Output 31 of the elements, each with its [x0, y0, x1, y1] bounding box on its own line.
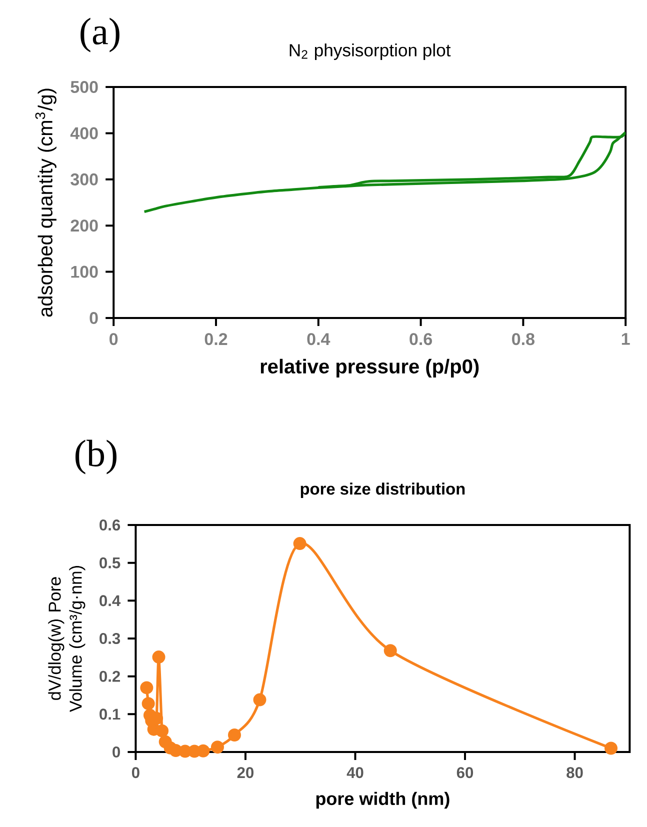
y-tick-label: 0.5	[100, 557, 120, 568]
y-tick-label: 0.2	[100, 670, 120, 682]
x-tick-label: 20	[237, 767, 254, 778]
y-tick-label: 200	[70, 220, 98, 232]
chart-title: N$_{2}$ physisorption plot	[290, 44, 451, 60]
x-axis-title: relative pressure (p/p0)	[260, 358, 479, 378]
y-axis-title: dV/dlog(w) Pore Volume (cm³/g·nm)	[48, 566, 86, 712]
x-axis-title: pore width (nm)	[316, 792, 450, 809]
x-tick-label: 0.4	[307, 333, 330, 346]
text: (a)	[80, 18, 120, 52]
y-axis-title: adsorbed quantity (cm$^{3}$/g)	[35, 88, 56, 317]
x-tick-label: 0	[132, 767, 140, 778]
chart-title: pore size distribution	[300, 482, 465, 498]
x-tick-label: 0.6	[410, 333, 432, 346]
y-tick-label: 0.3	[100, 632, 120, 644]
x-tick-label: 0.8	[512, 333, 534, 346]
x-tick-label: 60	[456, 767, 474, 778]
y-tick-label: 0.4	[100, 595, 121, 606]
x-tick-label: 1	[622, 333, 630, 345]
x-tick-label: 40	[346, 767, 364, 778]
y-tick-label: 300	[70, 173, 98, 186]
y-tick-label: 100	[71, 266, 98, 278]
y-tick-label: 0.6	[100, 520, 120, 531]
y-tick-label: 0	[112, 746, 120, 758]
y-tick-label: 0	[90, 312, 98, 324]
x-tick-label: 0.2	[204, 333, 228, 346]
x-tick-label: 80	[566, 767, 583, 778]
y-tick-label: 0.1	[100, 708, 120, 720]
text: (b)	[76, 440, 116, 474]
y-tick-label: 500	[70, 81, 98, 94]
y-tick-label: 400	[70, 127, 98, 140]
